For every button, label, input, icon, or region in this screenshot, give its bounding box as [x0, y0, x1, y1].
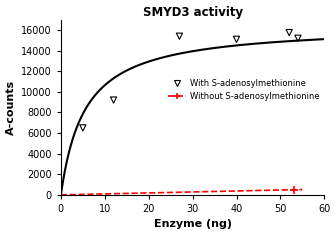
- Point: [111, 98, 116, 102]
- X-axis label: Enzyme (ng): Enzyme (ng): [154, 219, 232, 229]
- Legend: With S-adenosylmethionine, Without S-adenosylmethionine: With S-adenosylmethionine, Without S-ade…: [165, 75, 323, 104]
- Point: [291, 188, 296, 192]
- Point: [234, 37, 239, 41]
- Point: [295, 36, 301, 40]
- Point: [287, 31, 292, 35]
- Point: [80, 126, 86, 130]
- Y-axis label: A-counts: A-counts: [6, 80, 15, 135]
- Title: SMYD3 activity: SMYD3 activity: [142, 6, 243, 19]
- Point: [177, 34, 182, 38]
